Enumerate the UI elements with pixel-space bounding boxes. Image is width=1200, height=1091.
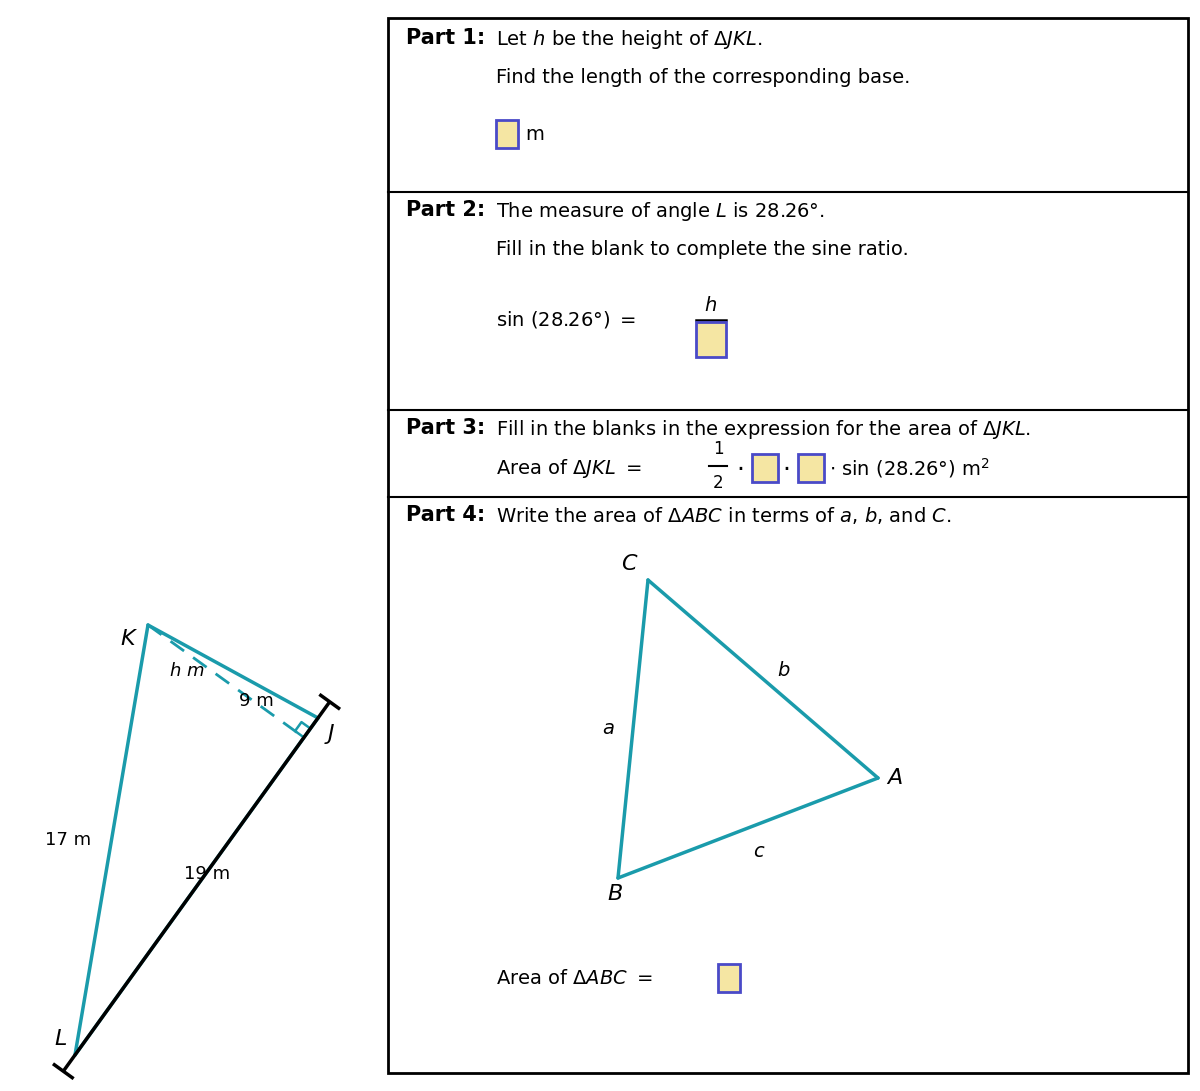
Text: $h$: $h$ xyxy=(704,296,718,315)
Text: $B$: $B$ xyxy=(607,884,623,904)
Text: $b$: $b$ xyxy=(778,661,791,681)
Text: Let $h$ be the height of $\mathit{\Delta JKL}$.: Let $h$ be the height of $\mathit{\Delta… xyxy=(496,28,762,51)
Text: $c$: $c$ xyxy=(754,842,766,861)
Text: $A$: $A$ xyxy=(886,768,902,788)
Text: 17 m: 17 m xyxy=(46,831,91,849)
Text: 1: 1 xyxy=(713,440,724,458)
Bar xyxy=(496,120,518,148)
Text: Part 1:: Part 1: xyxy=(406,28,485,48)
Text: sin (28.26°) $=$: sin (28.26°) $=$ xyxy=(496,310,636,331)
Text: Part 2:: Part 2: xyxy=(406,200,485,220)
Text: $\cdot$: $\cdot$ xyxy=(782,456,790,480)
Text: $a$: $a$ xyxy=(602,719,616,739)
Text: Write the area of $\mathit{\Delta ABC}$ in terms of $\mathit{a}$, $\mathit{b}$, : Write the area of $\mathit{\Delta ABC}$ … xyxy=(496,505,952,526)
Text: $K$: $K$ xyxy=(120,630,138,649)
Text: $\cdot$: $\cdot$ xyxy=(736,456,743,480)
Text: $C$: $C$ xyxy=(620,554,638,574)
Text: Area of $\mathit{\Delta ABC}$ $=$: Area of $\mathit{\Delta ABC}$ $=$ xyxy=(496,969,653,987)
Bar xyxy=(388,17,1188,1074)
Text: $h$ m: $h$ m xyxy=(168,662,204,680)
Text: m: m xyxy=(526,124,544,144)
Text: Part 3:: Part 3: xyxy=(406,418,485,437)
Text: Part 4:: Part 4: xyxy=(406,505,485,525)
Bar xyxy=(696,322,726,357)
Text: $\cdot$ sin (28.26°) m$^2$: $\cdot$ sin (28.26°) m$^2$ xyxy=(829,456,990,480)
Text: $L$: $L$ xyxy=(54,1029,67,1050)
Text: $J$: $J$ xyxy=(324,722,336,746)
Text: 9 m: 9 m xyxy=(239,692,274,709)
Text: 2: 2 xyxy=(713,473,724,492)
Bar xyxy=(798,454,824,482)
Text: Fill in the blanks in the expression for the area of $\mathit{\Delta JKL}$.: Fill in the blanks in the expression for… xyxy=(496,418,1031,441)
Text: Find the length of the corresponding base.: Find the length of the corresponding bas… xyxy=(496,68,911,87)
Text: Area of $\mathit{\Delta JKL}$ $=$: Area of $\mathit{\Delta JKL}$ $=$ xyxy=(496,456,642,480)
Bar xyxy=(752,454,778,482)
Text: The measure of angle $\mathit{L}$ is 28.26°.: The measure of angle $\mathit{L}$ is 28.… xyxy=(496,200,824,223)
Bar xyxy=(718,964,740,992)
Text: Fill in the blank to complete the sine ratio.: Fill in the blank to complete the sine r… xyxy=(496,240,908,259)
Text: 19 m: 19 m xyxy=(184,865,229,883)
